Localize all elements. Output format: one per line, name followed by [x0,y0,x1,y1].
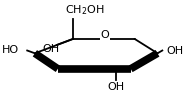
Text: O: O [100,30,109,40]
Text: CH$_2$OH: CH$_2$OH [65,3,104,17]
Text: OH: OH [43,44,60,54]
Text: OH: OH [108,82,125,92]
Text: OH: OH [166,46,183,56]
Text: HO: HO [2,45,19,55]
